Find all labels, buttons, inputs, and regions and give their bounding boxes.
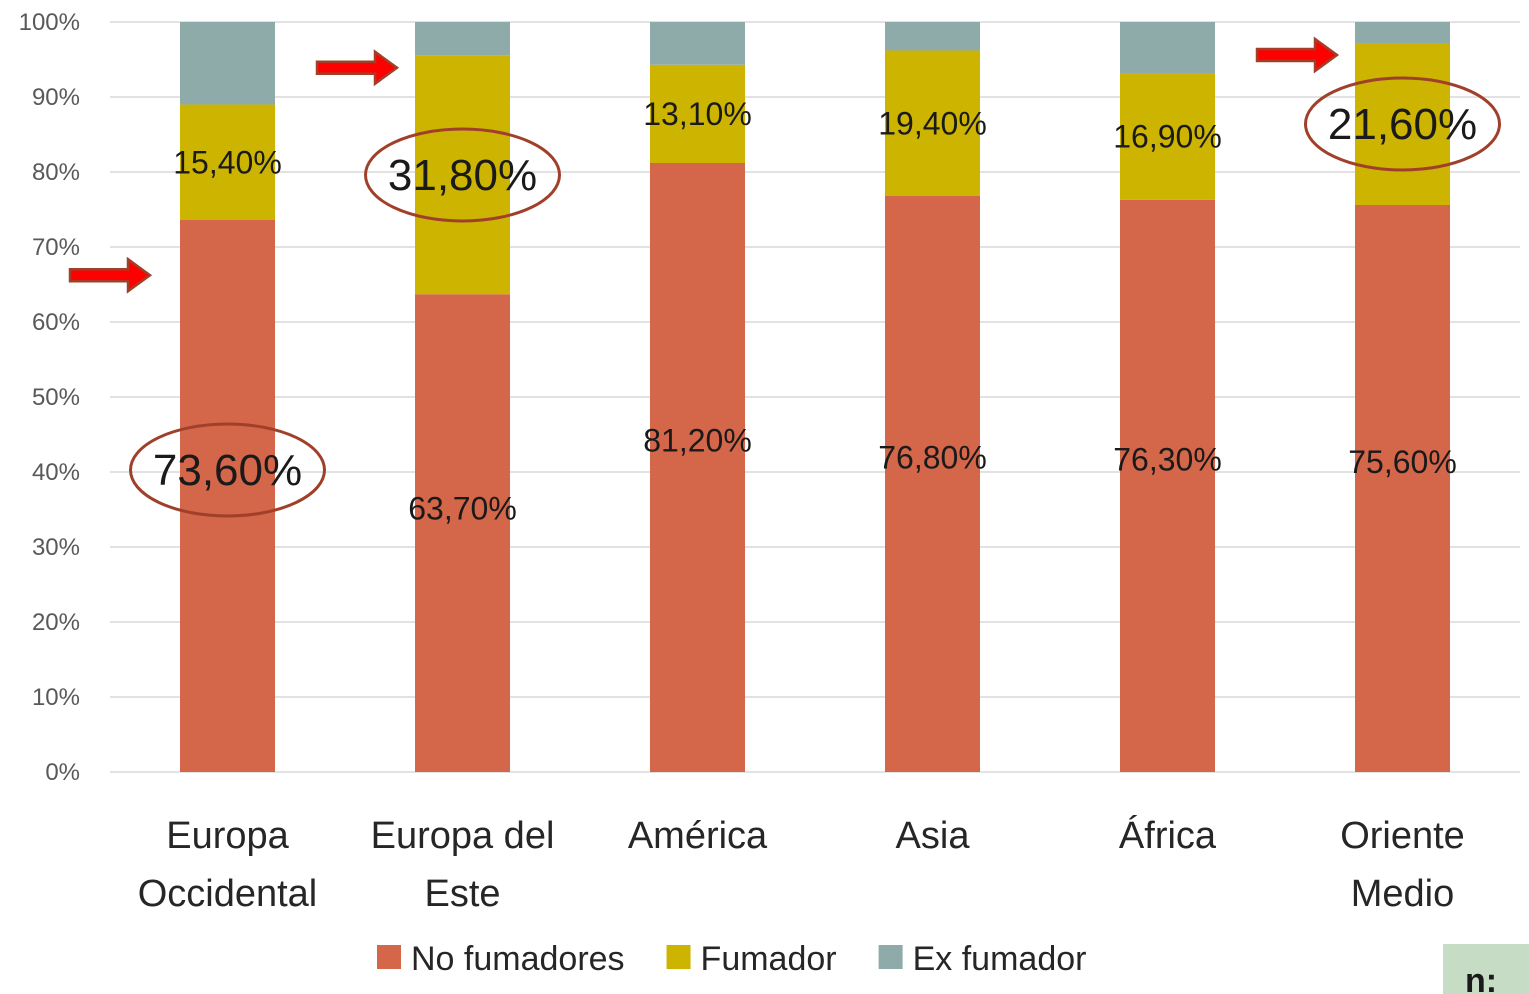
bar-ex-fumador-asia: [885, 22, 980, 51]
data-label-fumador-america: 13,10%: [643, 96, 752, 132]
y-tick-label: 40%: [32, 459, 80, 486]
bar-fumador-europa-occidental: [180, 104, 275, 220]
y-tick-label: 0%: [45, 759, 80, 786]
legend-label-no-fumadores: No fumadores: [411, 940, 625, 978]
x-category-label: América: [628, 815, 768, 857]
bar-fumador-africa: [1120, 73, 1215, 200]
bar-fumador-america: [650, 64, 745, 163]
bar-no-fumadores-oriente-medio: [1355, 205, 1450, 772]
arrow-icon: [68, 256, 153, 294]
y-tick-label: 60%: [32, 309, 80, 336]
bars: [180, 22, 1450, 772]
y-tick-label: 30%: [32, 534, 80, 561]
y-tick-label: 10%: [32, 684, 80, 711]
bar-no-fumadores-america: [650, 163, 745, 772]
data-label-fumador-europa-del-este: 31,80%: [388, 151, 537, 200]
bar-fumador-asia: [885, 50, 980, 196]
bar-no-fumadores-europa-occidental: [180, 220, 275, 772]
legend-swatch-no-fumadores: [377, 945, 401, 969]
data-label-no-fumadores-africa: 76,30%: [1113, 441, 1222, 477]
y-tick-label: 20%: [32, 609, 80, 636]
data-label-no-fumadores-europa-occidental: 73,60%: [153, 446, 302, 495]
bar-no-fumadores-africa: [1120, 199, 1215, 772]
bar-ex-fumador-europa-occidental: [180, 22, 275, 105]
highlight-ellipse-europa-del-este: [364, 127, 561, 223]
x-axis: Europa Occidental Europa del Este América Asi…: [138, 814, 1465, 915]
legend-swatch-fumador: [666, 945, 691, 969]
x-category-label: Asia: [896, 815, 971, 857]
corner-label-text: n:: [1465, 962, 1498, 994]
data-label-fumador-oriente-medio: 21,60%: [1328, 100, 1477, 149]
x-category-label: Europa del Este: [371, 815, 555, 915]
y-tick-label: 90%: [32, 84, 80, 111]
legend-label-fumador: Fumador: [701, 940, 837, 978]
data-label-fumador-asia: 19,40%: [878, 105, 987, 141]
bar-no-fumadores-europa-del-este: [415, 294, 510, 772]
y-tick-label: 80%: [32, 159, 80, 186]
data-label-no-fumadores-america: 81,20%: [643, 422, 752, 458]
bar-ex-fumador-oriente-medio: [1355, 22, 1450, 43]
y-tick-label: 50%: [32, 384, 80, 411]
legend-label-ex-fumador: Ex fumador: [913, 940, 1087, 978]
annotations: [68, 36, 1501, 518]
legend: No fumadores Fumador Ex fumador: [377, 940, 1086, 978]
gridlines: [110, 21, 1520, 773]
bar-fumador-oriente-medio: [1355, 43, 1450, 205]
data-label-no-fumadores-asia: 76,80%: [878, 439, 987, 475]
y-axis: 0% 10% 20% 30% 40% 50% 60% 70% 80% 90% 100%: [19, 9, 80, 786]
data-label-no-fumadores-europa-del-este: 63,70%: [408, 491, 517, 527]
data-label-fumador-africa: 16,90%: [1113, 118, 1222, 154]
arrow-icon: [1255, 36, 1340, 74]
bar-ex-fumador-europa-del-este: [415, 22, 510, 56]
data-label-no-fumadores-oriente-medio: 75,60%: [1348, 444, 1457, 480]
bar-ex-fumador-africa: [1120, 22, 1215, 73]
arrow-icon: [315, 49, 400, 87]
x-category-label: Oriente Medio: [1340, 815, 1465, 915]
y-tick-label: 100%: [19, 9, 80, 36]
data-labels: 73,60% 63,70% 81,20% 76,80% 76,30% 75,60% 15,4…: [153, 96, 1477, 527]
highlight-ellipse-europa-occidental: [129, 422, 326, 518]
x-category-label: África: [1119, 814, 1217, 857]
highlight-ellipse-oriente-medio: [1304, 76, 1501, 172]
y-tick-label: 70%: [32, 234, 80, 261]
bar-fumador-europa-del-este: [415, 55, 510, 295]
x-category-label: Europa Occidental: [138, 815, 318, 915]
data-label-fumador-europa-occidental: 15,40%: [173, 144, 282, 180]
bar-ex-fumador-america: [650, 22, 745, 65]
legend-swatch-ex-fumador: [878, 945, 903, 969]
bar-no-fumadores-asia: [885, 196, 980, 772]
